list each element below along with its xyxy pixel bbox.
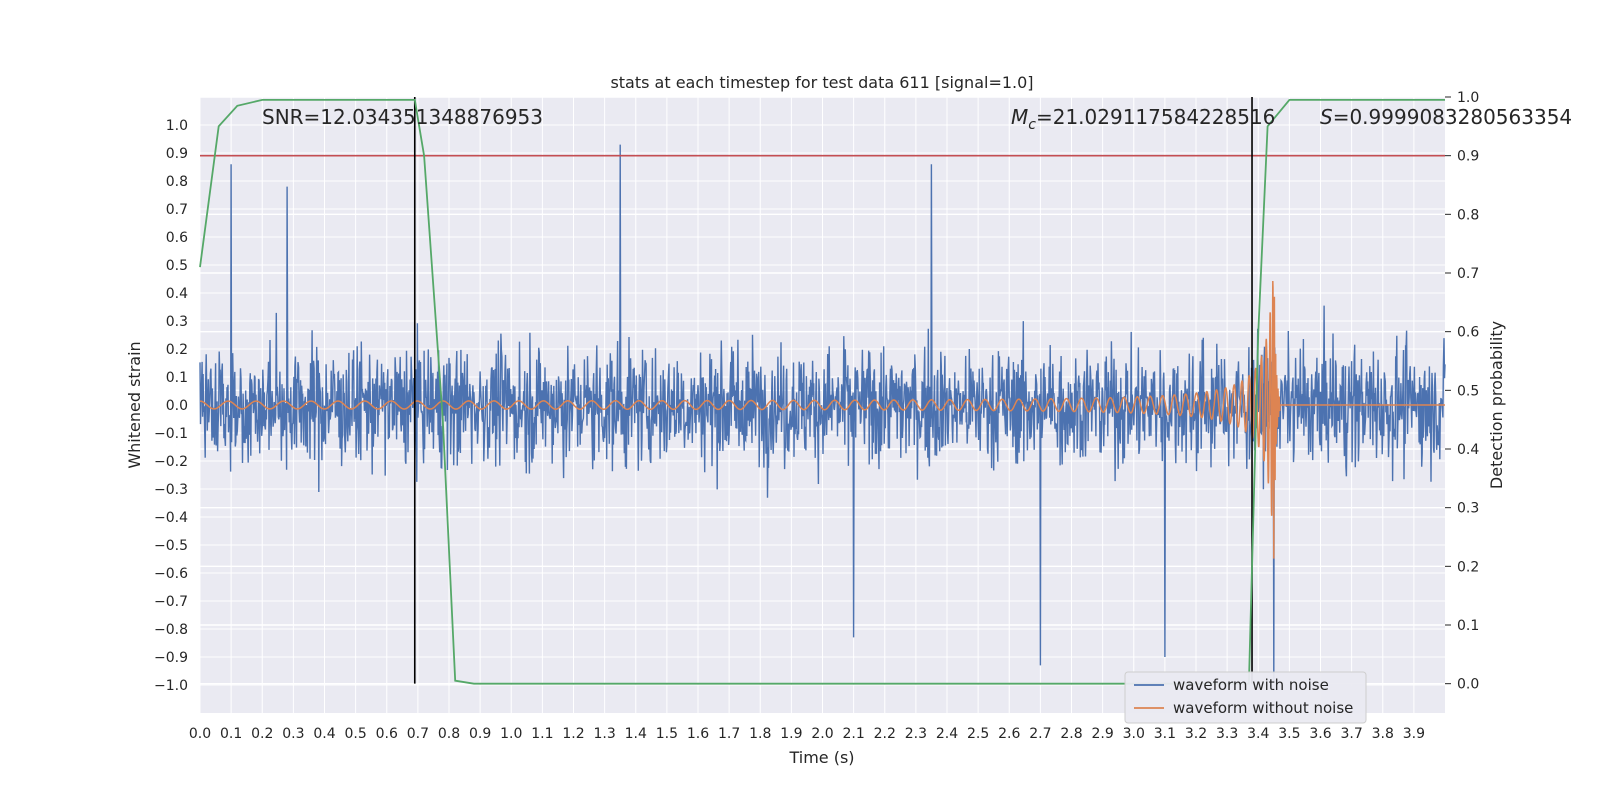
- x-tick-label: 2.8: [1060, 726, 1082, 742]
- chart-title: stats at each timestep for test data 611…: [610, 73, 1033, 92]
- y-tick-label: −0.5: [154, 538, 188, 554]
- legend-label-noise: waveform with noise: [1173, 676, 1329, 694]
- x-tick-label: 0.1: [220, 726, 242, 742]
- x-tick-label: 0.8: [438, 726, 460, 742]
- y-axis-label: Whitened strain: [125, 341, 144, 468]
- x-tick-label: 0.4: [313, 726, 335, 742]
- y-tick-label: 0.1: [166, 370, 188, 386]
- x-tick-label: 3.7: [1340, 726, 1362, 742]
- x-axis-ticks: 0.0 0.1 0.2 0.3 0.4 0.5 0.6 0.7 0.8 0.9 1.0 1.1 1.2 1…: [189, 726, 1425, 742]
- y-axis-ticks: 1.0 0.9 0.8 0.7 0.6 0.5 0.4 0.3 0.2 0.1 0.0 −0.1 −0.…: [154, 118, 188, 694]
- x-tick-label: 2.7: [1029, 726, 1051, 742]
- x-tick-label: 2.4: [936, 726, 958, 742]
- y-tick-label: 0.0: [166, 398, 188, 414]
- y-tick-label: 1.0: [166, 118, 188, 134]
- right-tick-label: 0.4: [1457, 442, 1479, 458]
- x-tick-label: 1.2: [562, 726, 584, 742]
- x-tick-label: 0.7: [407, 726, 429, 742]
- x-tick-label: 1.1: [531, 726, 553, 742]
- noise-waveform-line: [199, 144, 1446, 683]
- s-value: =0.9999083280563354: [1333, 105, 1572, 129]
- y-tick-label: 0.7: [166, 202, 188, 218]
- x-tick-label: 1.0: [500, 726, 522, 742]
- y-tick-label: −0.6: [154, 566, 188, 582]
- y-tick-label: −0.4: [154, 510, 188, 526]
- legend: waveform with noise waveform without noi…: [1124, 671, 1367, 724]
- clean-waveform-line: [200, 280, 1445, 559]
- x-tick-label: 1.6: [687, 726, 709, 742]
- snr-annotation: SNR=12.034351348876953: [262, 105, 543, 129]
- right-tick-label: 1.0: [1457, 90, 1479, 106]
- right-tick-label: 0.6: [1457, 325, 1479, 341]
- x-axis-label: Time (s): [788, 748, 854, 767]
- mc-symbol: M: [1011, 105, 1028, 129]
- x-tick-label: 3.9: [1403, 726, 1425, 742]
- y-tick-label: 0.6: [166, 230, 188, 246]
- y-tick-label: −0.2: [154, 454, 188, 470]
- y-tick-label: −0.1: [154, 426, 188, 442]
- x-tick-label: 0.9: [469, 726, 491, 742]
- x-tick-label: 0.3: [282, 726, 304, 742]
- detection-probability-line: [199, 99, 1445, 685]
- score-annotation: S=0.9999083280563354: [1320, 105, 1572, 129]
- legend-box: [1124, 671, 1367, 724]
- y-tick-label: −0.9: [154, 650, 188, 666]
- right-axis-label: Detection probability: [1487, 321, 1506, 489]
- right-tick-label: 0.3: [1457, 501, 1479, 517]
- x-tick-label: 2.9: [1091, 726, 1113, 742]
- y-tick-label: −0.3: [154, 482, 188, 498]
- right-tick-label: 0.7: [1457, 266, 1479, 282]
- legend-label-clean: waveform without noise: [1173, 699, 1353, 717]
- y-tick-label: −1.0: [154, 678, 188, 694]
- y-tick-label: 0.8: [166, 174, 188, 190]
- x-tick-label: 2.6: [998, 726, 1020, 742]
- y-tick-label: −0.8: [154, 622, 188, 638]
- series-layer: [199, 97, 1446, 685]
- right-tick-label: 0.9: [1457, 149, 1479, 165]
- mc-value: =21.029117584228516: [1036, 105, 1275, 129]
- x-tick-label: 2.3: [905, 726, 927, 742]
- x-tick-label: 0.6: [376, 726, 398, 742]
- x-tick-label: 2.5: [967, 726, 989, 742]
- x-tick-label: 3.5: [1278, 726, 1300, 742]
- right-axis-ticks: 1.0 0.9 0.8 0.7 0.6 0.5 0.4 0.3 0.2 0.1 0.0: [1445, 90, 1479, 693]
- x-tick-label: 1.4: [625, 726, 647, 742]
- y-tick-label: 0.4: [166, 286, 188, 302]
- mc-subscript: c: [1028, 117, 1036, 133]
- s-symbol: S: [1320, 105, 1333, 129]
- y-tick-label: −0.7: [154, 594, 188, 610]
- x-tick-label: 3.4: [1247, 726, 1269, 742]
- y-tick-label: 0.2: [166, 342, 188, 358]
- x-tick-label: 0.2: [251, 726, 273, 742]
- x-tick-label: 3.2: [1185, 726, 1207, 742]
- y-tick-label: 0.9: [166, 146, 188, 162]
- x-tick-label: 1.3: [593, 726, 615, 742]
- x-tick-label: 0.0: [189, 726, 211, 742]
- x-tick-label: 1.7: [718, 726, 740, 742]
- right-tick-label: 0.2: [1457, 559, 1479, 575]
- x-tick-label: 0.5: [344, 726, 366, 742]
- x-tick-label: 1.8: [749, 726, 771, 742]
- x-tick-label: 2.0: [811, 726, 833, 742]
- x-tick-label: 3.1: [1154, 726, 1176, 742]
- x-tick-label: 3.0: [1123, 726, 1145, 742]
- right-tick-label: 0.5: [1457, 383, 1479, 399]
- x-tick-label: 3.8: [1372, 726, 1394, 742]
- right-tick-label: 0.8: [1457, 207, 1479, 223]
- y-tick-label: 0.3: [166, 314, 188, 330]
- x-tick-label: 2.1: [842, 726, 864, 742]
- right-tick-label: 0.0: [1457, 677, 1479, 693]
- x-tick-label: 1.5: [656, 726, 678, 742]
- y-tick-label: 0.5: [166, 258, 188, 274]
- x-tick-label: 3.6: [1309, 726, 1331, 742]
- chirp-mass-annotation: Mc=21.029117584228516: [1011, 105, 1275, 133]
- x-tick-label: 3.3: [1216, 726, 1238, 742]
- x-tick-label: 2.2: [874, 726, 896, 742]
- x-tick-label: 1.9: [780, 726, 802, 742]
- right-tick-label: 0.1: [1457, 618, 1479, 634]
